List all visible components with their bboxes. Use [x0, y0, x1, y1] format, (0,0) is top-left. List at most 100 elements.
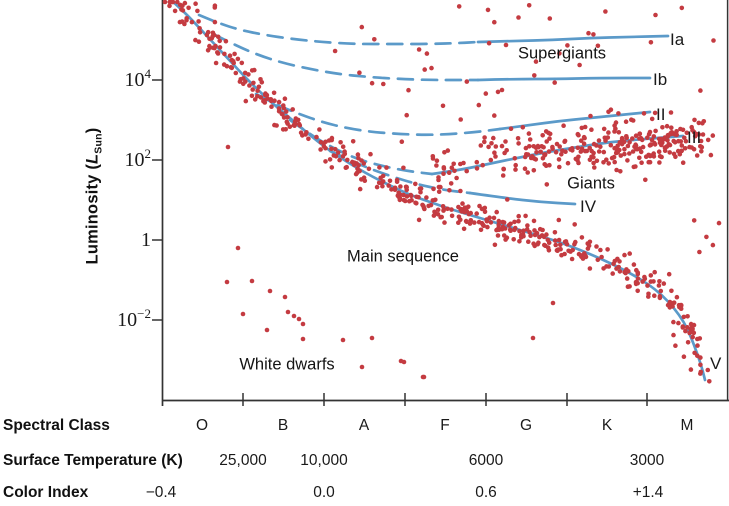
star-point: [698, 138, 704, 144]
star-point: [416, 217, 422, 223]
star-point: [474, 159, 480, 165]
star-point: [652, 293, 657, 299]
star-point: [542, 242, 547, 248]
star-point: [398, 184, 403, 189]
star-point: [329, 146, 334, 152]
star-point: [657, 295, 663, 301]
star-point: [265, 96, 270, 101]
star-point: [167, 0, 173, 5]
y-tick-labels: 104 102 1 10−2: [117, 66, 151, 331]
row-0-value-F: F: [440, 417, 449, 434]
star-point: [669, 125, 674, 130]
row-0-value-G: G: [520, 417, 532, 434]
star-point: [485, 224, 490, 230]
star-point: [493, 154, 498, 159]
star-point: [264, 327, 270, 333]
star-point: [601, 126, 607, 132]
star-point: [648, 40, 654, 45]
star-point: [506, 222, 512, 228]
star-point: [516, 141, 521, 146]
star-point: [424, 51, 430, 56]
star-point: [544, 139, 549, 144]
annotation-supergiants: Supergiants: [517, 44, 607, 63]
star-point: [573, 239, 578, 245]
star-point: [639, 160, 644, 165]
star-point: [431, 186, 436, 192]
star-point: [258, 95, 264, 100]
star-point: [478, 227, 484, 233]
star-point: [643, 177, 648, 183]
star-point: [518, 235, 524, 240]
star-point: [595, 43, 601, 49]
star-point: [213, 60, 219, 66]
star-point: [618, 153, 624, 158]
star-point: [378, 175, 384, 181]
star-point: [527, 137, 533, 142]
curve-V-solid: [169, 0, 707, 382]
row-1-value-6000: 6000: [469, 452, 504, 469]
star-point: [340, 337, 346, 343]
star-point: [666, 142, 672, 147]
star-point: [238, 77, 243, 82]
star-point: [586, 30, 591, 36]
star-point: [647, 143, 653, 148]
luminosity-symbol: L: [83, 153, 102, 164]
star-point: [697, 336, 703, 341]
star-point: [495, 233, 501, 238]
star-point: [594, 143, 599, 148]
star-point: [531, 168, 537, 173]
star-point: [616, 264, 621, 270]
star-point: [445, 206, 450, 212]
star-point: [397, 197, 403, 203]
star-point: [710, 242, 716, 248]
star-point: [612, 129, 617, 134]
star-point: [547, 16, 553, 21]
star-point: [215, 34, 221, 40]
star-point: [516, 213, 521, 219]
class-label-V: V: [710, 354, 722, 373]
star-point: [689, 145, 694, 150]
star-point: [624, 134, 629, 139]
star-point: [553, 242, 558, 248]
curve-Ib-dashed: [211, 32, 480, 82]
y-tick-label-3: 10−2: [117, 306, 151, 331]
star-point: [284, 119, 290, 125]
star-point: [606, 161, 611, 166]
star-point: [596, 138, 602, 143]
star-point: [280, 111, 285, 117]
star-point: [525, 152, 531, 157]
star-point: [671, 151, 677, 157]
star-point: [690, 334, 695, 340]
star-point: [500, 219, 506, 225]
star-point: [368, 151, 373, 157]
star-point: [508, 126, 514, 131]
star-point: [527, 144, 532, 149]
star-point: [335, 150, 341, 155]
star-point: [708, 152, 714, 158]
star-point: [594, 244, 599, 249]
star-point: [566, 248, 571, 254]
star-point: [327, 157, 333, 162]
star-point: [483, 91, 489, 96]
star-point: [587, 145, 592, 151]
star-point: [452, 168, 457, 174]
annotation-giants: Giants: [567, 174, 615, 193]
star-point: [544, 232, 549, 237]
star-point: [464, 79, 470, 84]
star-point: [249, 278, 255, 284]
star-point: [517, 239, 522, 244]
star-point: [579, 235, 585, 240]
star-point: [434, 163, 439, 168]
star-point: [579, 146, 585, 151]
star-point: [578, 253, 583, 258]
star-point: [283, 109, 289, 114]
star-point: [656, 149, 662, 154]
star-point: [674, 132, 679, 138]
star-point: [355, 152, 361, 157]
star-point: [292, 122, 298, 127]
star-point: [639, 137, 645, 143]
star-point: [547, 162, 552, 168]
star-point: [532, 232, 538, 238]
star-point: [480, 162, 486, 168]
